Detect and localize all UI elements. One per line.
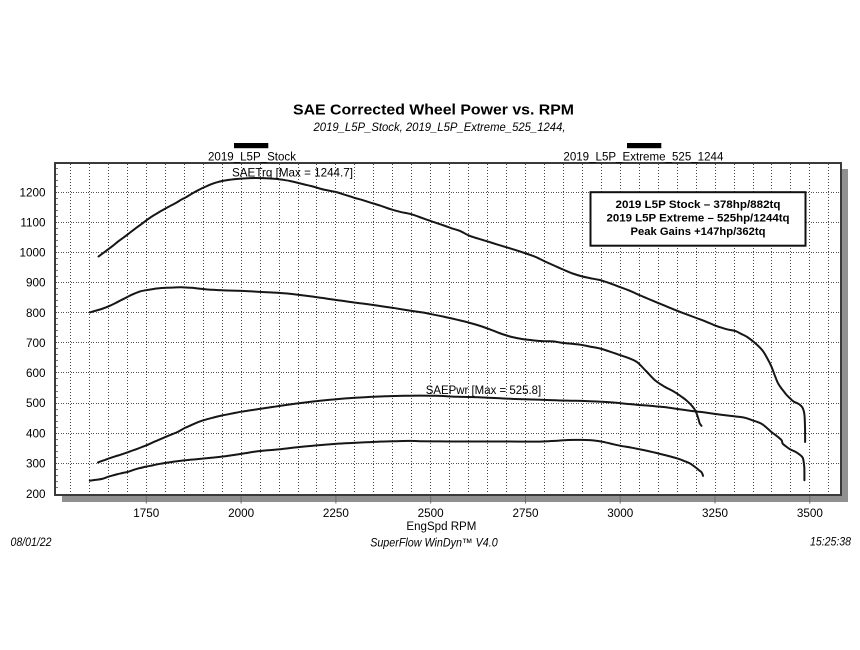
svg-text:EngSpd RPM: EngSpd RPM: [406, 521, 476, 533]
svg-text:2019_L5P_Stock: 2019_L5P_Stock: [208, 152, 296, 164]
svg-text:SAE Corrected Wheel Power vs.: SAE Corrected Wheel Power vs. RPM: [293, 101, 574, 118]
svg-text:800: 800: [26, 307, 46, 320]
svg-text:2000: 2000: [228, 507, 255, 520]
svg-text:700: 700: [26, 337, 46, 350]
svg-text:08/01/22: 08/01/22: [11, 537, 53, 549]
svg-text:600: 600: [26, 367, 46, 380]
svg-text:2250: 2250: [323, 507, 350, 520]
svg-text:1200: 1200: [19, 186, 46, 199]
svg-text:SuperFlow WinDyn™ V4.0: SuperFlow WinDyn™ V4.0: [370, 537, 498, 549]
svg-text:3000: 3000: [607, 507, 634, 520]
svg-text:2019 L5P Stock – 378hp/882tq: 2019 L5P Stock – 378hp/882tq: [616, 199, 781, 211]
svg-text:15:25:38: 15:25:38: [810, 537, 852, 549]
svg-text:1000: 1000: [19, 247, 46, 260]
svg-text:300: 300: [26, 457, 46, 470]
svg-text:200: 200: [26, 488, 46, 501]
svg-text:2019_L5P_Stock, 2019_L5P_Extre: 2019_L5P_Stock, 2019_L5P_Extreme_525_124…: [313, 122, 566, 134]
svg-text:900: 900: [26, 277, 46, 290]
svg-text:SAEPwr [Max = 525.8]: SAEPwr [Max = 525.8]: [426, 383, 542, 397]
svg-text:1750: 1750: [133, 507, 160, 520]
svg-text:Peak Gains +147hp/362tq: Peak Gains +147hp/362tq: [631, 226, 766, 238]
svg-text:2019 L5P Extreme – 525hp/1244t: 2019 L5P Extreme – 525hp/1244tq: [607, 212, 790, 224]
svg-text:2019_L5P_Extreme_525_1244: 2019_L5P_Extreme_525_1244: [563, 152, 724, 164]
svg-text:3250: 3250: [702, 507, 729, 520]
svg-text:400: 400: [26, 427, 46, 440]
svg-text:1100: 1100: [20, 216, 46, 229]
svg-text:SAETrq [Max = 1244.7]: SAETrq [Max = 1244.7]: [232, 166, 353, 180]
svg-text:500: 500: [26, 397, 46, 410]
svg-text:2500: 2500: [418, 507, 445, 520]
svg-text:2750: 2750: [512, 507, 539, 520]
svg-text:3500: 3500: [797, 507, 824, 520]
